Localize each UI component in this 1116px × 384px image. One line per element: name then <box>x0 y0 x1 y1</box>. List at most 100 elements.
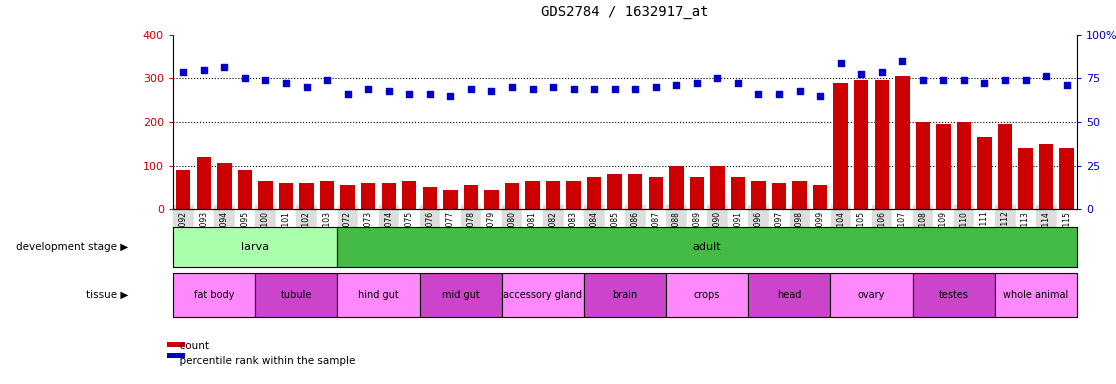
Bar <box>792 181 807 209</box>
Text: adult: adult <box>693 242 721 252</box>
Point <box>462 86 480 92</box>
Point <box>338 91 356 97</box>
Bar <box>567 181 580 209</box>
Text: fat body: fat body <box>194 290 234 300</box>
Point <box>318 77 336 83</box>
Bar <box>340 185 355 209</box>
Text: brain: brain <box>613 290 637 300</box>
Point <box>606 86 624 92</box>
Bar <box>936 124 951 209</box>
Text: development stage ▶: development stage ▶ <box>16 242 128 252</box>
FancyBboxPatch shape <box>256 273 337 317</box>
Point <box>174 69 192 75</box>
Point <box>235 75 253 81</box>
Text: ovary: ovary <box>858 290 885 300</box>
Text: mid gut: mid gut <box>442 290 480 300</box>
Bar <box>238 170 252 209</box>
Point <box>503 84 521 90</box>
Point <box>955 77 973 83</box>
Point <box>442 93 460 99</box>
Text: count: count <box>173 341 209 351</box>
Bar <box>423 187 437 209</box>
Text: percentile rank within the sample: percentile rank within the sample <box>173 356 355 366</box>
Bar <box>710 166 724 209</box>
FancyBboxPatch shape <box>420 273 502 317</box>
Bar <box>218 164 231 209</box>
Bar <box>526 181 540 209</box>
Bar <box>402 181 416 209</box>
Bar <box>1019 148 1032 209</box>
Point <box>934 77 952 83</box>
Point <box>687 79 705 86</box>
Point <box>585 86 603 92</box>
Bar <box>443 190 458 209</box>
FancyBboxPatch shape <box>173 227 337 267</box>
Text: hind gut: hind gut <box>358 290 398 300</box>
Point <box>709 75 727 81</box>
Point <box>1017 77 1035 83</box>
Point <box>873 69 891 75</box>
Bar <box>360 183 375 209</box>
FancyBboxPatch shape <box>173 273 256 317</box>
Point <box>997 77 1014 83</box>
Point <box>482 88 500 94</box>
Bar <box>1059 148 1074 209</box>
Bar <box>834 83 848 209</box>
Bar <box>258 181 272 209</box>
Bar <box>587 177 602 209</box>
Point <box>195 66 213 73</box>
Point <box>1058 82 1076 88</box>
Bar <box>628 174 643 209</box>
Bar <box>812 185 827 209</box>
Bar <box>875 80 889 209</box>
Text: head: head <box>777 290 801 300</box>
Bar <box>504 183 519 209</box>
FancyBboxPatch shape <box>748 273 830 317</box>
FancyBboxPatch shape <box>502 273 584 317</box>
Bar <box>731 177 745 209</box>
Point <box>523 86 541 92</box>
Point <box>647 84 665 90</box>
Point <box>359 86 377 92</box>
FancyBboxPatch shape <box>584 273 666 317</box>
Point <box>729 79 747 86</box>
Point <box>401 91 418 97</box>
Text: testes: testes <box>939 290 969 300</box>
FancyBboxPatch shape <box>994 273 1077 317</box>
Bar <box>320 181 335 209</box>
Point <box>770 91 788 97</box>
Point <box>257 77 275 83</box>
Point <box>565 86 583 92</box>
Text: accessory gland: accessory gland <box>503 290 583 300</box>
Point <box>421 91 439 97</box>
FancyBboxPatch shape <box>830 273 913 317</box>
Point <box>894 58 912 64</box>
Bar <box>484 190 499 209</box>
Point <box>853 71 870 77</box>
Bar <box>956 122 971 209</box>
Point <box>215 64 233 70</box>
Point <box>277 79 295 86</box>
Bar <box>751 181 766 209</box>
Point <box>811 93 829 99</box>
FancyBboxPatch shape <box>337 227 1077 267</box>
Bar <box>176 170 191 209</box>
Bar <box>915 122 930 209</box>
Bar <box>382 183 396 209</box>
Point <box>790 88 808 94</box>
Bar <box>978 137 992 209</box>
Text: tissue ▶: tissue ▶ <box>86 290 128 300</box>
Bar <box>648 177 663 209</box>
Bar <box>1039 144 1054 209</box>
Point <box>667 82 685 88</box>
Text: tubule: tubule <box>280 290 312 300</box>
Point <box>545 84 562 90</box>
Text: whole animal: whole animal <box>1003 290 1068 300</box>
Bar <box>854 80 868 209</box>
Bar <box>998 124 1012 209</box>
FancyBboxPatch shape <box>913 273 994 317</box>
Point <box>750 91 768 97</box>
Text: crops: crops <box>694 290 720 300</box>
Point <box>975 79 993 86</box>
Bar <box>546 181 560 209</box>
